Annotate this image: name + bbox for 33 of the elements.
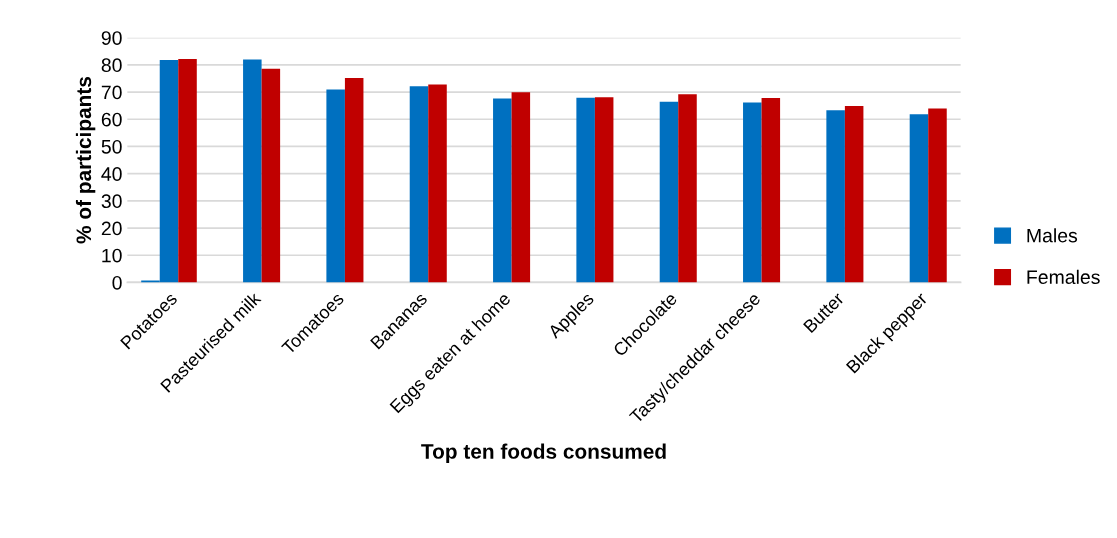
y-tick-label: 10 xyxy=(102,248,122,263)
y-tick-label: 70 xyxy=(101,85,122,100)
bar xyxy=(428,84,447,283)
y-tick-label: 30 xyxy=(101,194,122,209)
bar xyxy=(344,77,364,283)
bar xyxy=(178,58,197,283)
y-tick-label: 40 xyxy=(101,167,122,181)
legend-label: Males xyxy=(1027,228,1078,243)
bar xyxy=(659,101,679,283)
bar xyxy=(743,102,762,283)
y-tick-label: 0 xyxy=(112,275,122,290)
bar xyxy=(243,59,262,283)
y-axis-title: % of participants xyxy=(75,76,96,244)
y-tick-label: 80 xyxy=(101,58,122,73)
bar xyxy=(928,108,947,283)
y-tick-label: 50 xyxy=(101,139,122,154)
y-tick-label: 90 xyxy=(101,31,122,45)
bar xyxy=(261,68,281,283)
x-axis-title: Top ten foods consumed xyxy=(421,443,666,463)
y-tick-label: 60 xyxy=(101,112,122,127)
bar xyxy=(326,89,345,283)
legend-label: Females xyxy=(1027,269,1100,285)
bar xyxy=(909,114,929,283)
bar xyxy=(409,86,429,283)
bar xyxy=(594,97,614,283)
bar xyxy=(576,97,595,283)
bar xyxy=(826,110,845,283)
bar xyxy=(761,98,781,283)
bar xyxy=(511,92,531,283)
bar xyxy=(844,105,864,283)
bar xyxy=(678,94,697,283)
bar xyxy=(493,98,512,283)
y-tick-label: 20 xyxy=(101,221,122,236)
